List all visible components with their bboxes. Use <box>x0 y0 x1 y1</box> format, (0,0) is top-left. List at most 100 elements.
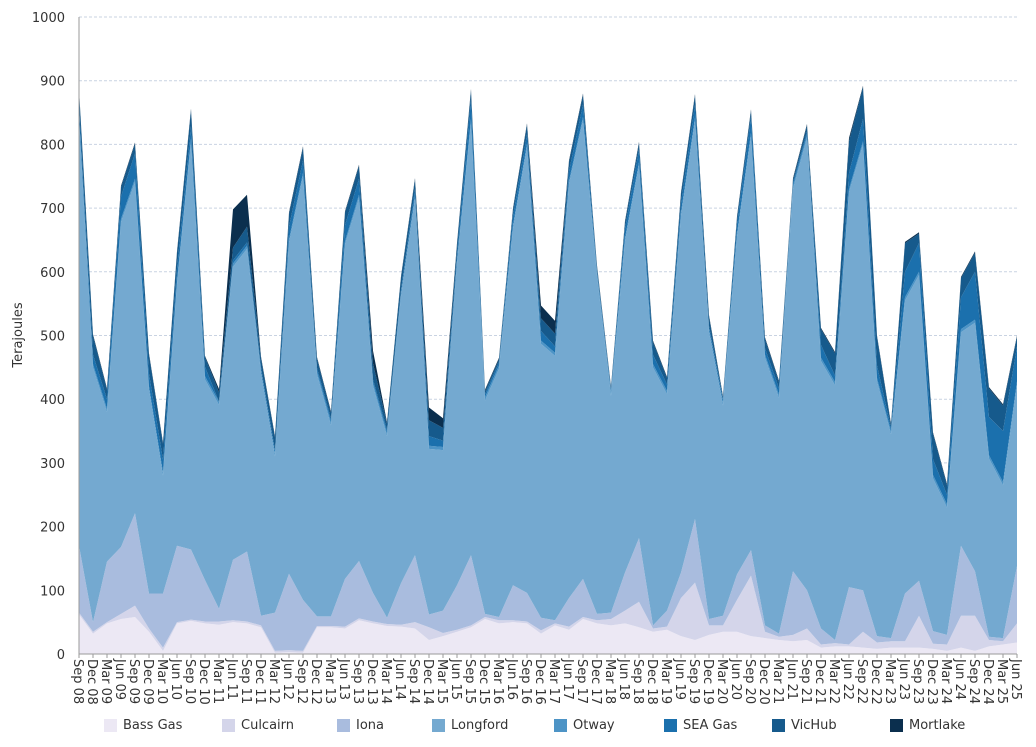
y-tick-label: 300 <box>40 457 65 472</box>
area-series-bass-gas <box>79 614 1017 654</box>
x-tick-label: Jun 18 <box>616 658 631 700</box>
legend-swatch <box>432 719 445 732</box>
x-tick-label: Sep 21 <box>798 659 813 704</box>
legend-label: Bass Gas <box>123 718 183 733</box>
x-tick-label: Sep 20 <box>742 659 757 704</box>
x-tick-label: Sep 10 <box>182 659 197 704</box>
x-tick-label: Jun 15 <box>448 658 463 700</box>
x-tick-label: Dec 13 <box>364 659 379 705</box>
x-tick-label: Dec 20 <box>756 659 771 705</box>
x-tick-label: Dec 24 <box>980 659 995 705</box>
x-tick-label: Mar 14 <box>378 659 393 704</box>
x-tick-label: Mar 23 <box>882 659 897 704</box>
x-tick-label: Sep 24 <box>966 659 981 704</box>
x-tick-label: Dec 22 <box>868 659 883 705</box>
x-tick-label: Jun 24 <box>952 658 967 700</box>
y-tick-label: 600 <box>40 266 65 281</box>
x-tick-label: Dec 14 <box>420 659 435 705</box>
x-tick-label: Mar 12 <box>266 659 281 704</box>
x-tick-label: Dec 21 <box>812 659 827 705</box>
x-tick-label: Mar 22 <box>826 659 841 704</box>
legend-label: Culcairn <box>241 718 295 733</box>
x-tick-label: Dec 08 <box>84 659 99 705</box>
x-tick-label: Mar 16 <box>490 659 505 704</box>
legend-swatch <box>337 719 350 732</box>
area-series-longford <box>79 118 1017 640</box>
legend-item: Otway <box>554 718 615 733</box>
x-tick-label: Mar 11 <box>210 659 225 704</box>
x-tick-label: Mar 24 <box>938 659 953 704</box>
x-tick-label: Sep 13 <box>350 659 365 704</box>
area-series-culcairn <box>79 575 1017 653</box>
x-axis-tick-labels: Sep 08 Dec 08 Mar 09 Jun 09 Sep 09 Dec 09 Mar … <box>70 654 1023 705</box>
legend-item: Iona <box>337 718 384 733</box>
x-tick-label: Sep 11 <box>238 659 253 704</box>
y-tick-label: 700 <box>40 202 65 217</box>
x-tick-label: Dec 19 <box>700 659 715 705</box>
x-tick-label: Mar 20 <box>714 659 729 704</box>
y-tick-label: 0 <box>57 648 65 663</box>
x-tick-label: Dec 15 <box>476 659 491 705</box>
y-tick-label: 800 <box>40 138 65 153</box>
legend-item: Longford <box>432 718 508 733</box>
legend-item: VicHub <box>772 718 837 733</box>
legend-swatch <box>104 719 117 732</box>
x-tick-label: Dec 17 <box>588 659 603 705</box>
x-tick-label: Sep 09 <box>126 659 141 704</box>
x-tick-label: Jun 13 <box>336 658 351 700</box>
legend-item: Bass Gas <box>104 718 182 733</box>
x-tick-label: Jun 22 <box>840 658 855 700</box>
legend-item: Mortlake <box>890 718 965 733</box>
y-tick-label: 500 <box>40 330 65 345</box>
legend-item: Culcairn <box>222 718 294 733</box>
x-tick-label: Sep 18 <box>630 659 645 704</box>
x-tick-label: Sep 19 <box>686 659 701 704</box>
series-areas <box>79 85 1017 654</box>
x-tick-label: Dec 18 <box>644 659 659 705</box>
x-tick-label: Jun 12 <box>280 658 295 700</box>
legend-label: Otway <box>573 718 615 733</box>
legend-label: Longford <box>451 718 509 733</box>
legend-label: VicHub <box>791 718 837 733</box>
x-tick-label: Sep 12 <box>294 659 309 704</box>
x-tick-label: Mar 15 <box>434 659 449 704</box>
y-tick-label: 200 <box>40 521 65 536</box>
x-tick-label: Sep 16 <box>518 659 533 704</box>
x-tick-label: Dec 23 <box>924 659 939 705</box>
legend-swatch <box>664 719 677 732</box>
x-tick-label: Sep 14 <box>406 659 421 704</box>
legend-swatch <box>222 719 235 732</box>
x-tick-label: Sep 17 <box>574 659 589 704</box>
x-tick-label: Dec 10 <box>196 659 211 705</box>
x-tick-label: Jun 10 <box>168 658 183 700</box>
x-tick-label: Mar 09 <box>98 659 113 704</box>
x-tick-label: Sep 23 <box>910 659 925 704</box>
legend-label: Iona <box>356 718 384 733</box>
legend-swatch <box>554 719 567 732</box>
x-tick-label: Jun 16 <box>504 658 519 700</box>
legend: Bass Gas Culcairn Iona Longford Otway SEA Gas… <box>0 718 1036 740</box>
x-tick-label: Mar 13 <box>322 659 337 704</box>
x-tick-label: Jun 09 <box>112 658 127 700</box>
legend-label: SEA Gas <box>683 718 738 733</box>
x-tick-label: Jun 20 <box>728 658 743 700</box>
x-tick-label: Mar 10 <box>154 659 169 704</box>
x-tick-label: Mar 17 <box>546 659 561 704</box>
legend-swatch <box>890 719 903 732</box>
legend-label: Mortlake <box>909 718 966 733</box>
y-tick-label: 400 <box>40 393 65 408</box>
x-tick-label: Mar 18 <box>602 659 617 704</box>
x-tick-label: Jun 11 <box>224 658 239 700</box>
area-series-iona <box>79 513 1017 651</box>
x-tick-label: Dec 11 <box>252 659 267 705</box>
x-tick-label: Jun 23 <box>896 658 911 700</box>
x-tick-label: Sep 15 <box>462 659 477 704</box>
x-tick-label: Dec 12 <box>308 659 323 705</box>
y-tick-label: 1000 <box>32 11 65 26</box>
x-tick-label: Mar 19 <box>658 659 673 704</box>
x-tick-label: Dec 16 <box>532 659 547 705</box>
y-tick-label: 900 <box>40 75 65 90</box>
x-tick-label: Jun 21 <box>784 658 799 700</box>
x-tick-label: Sep 22 <box>854 659 869 704</box>
